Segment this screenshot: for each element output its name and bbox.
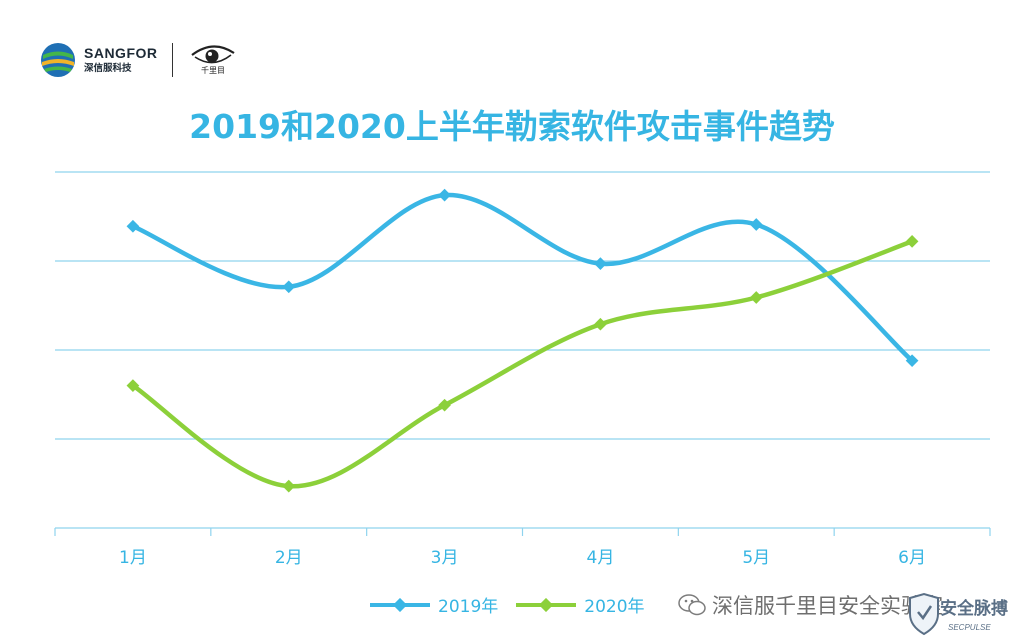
chart-title: 2019和2020上半年勒索软件攻击事件趋势 xyxy=(189,107,835,146)
data-point xyxy=(438,188,451,202)
x-tick-label: 6月 xyxy=(898,548,926,568)
logo-divider xyxy=(171,43,173,77)
eye-logo-icon: 千里目 xyxy=(190,45,235,75)
legend-item-2019: 2019年 xyxy=(370,592,498,617)
watermark-text: 深信服千里目安全实验室 xyxy=(712,594,943,618)
series-line-1 xyxy=(130,239,915,489)
legend-label-2019: 2019年 xyxy=(438,597,499,617)
data-point xyxy=(749,291,763,304)
brand-subtitle: 深信服科技 xyxy=(84,63,132,75)
data-point xyxy=(594,257,607,271)
legend-swatch-2019 xyxy=(370,597,430,612)
legend-item-2020: 2020年 xyxy=(516,592,645,617)
x-tick-label: 3月 xyxy=(431,548,459,568)
legend-label-2020: 2020年 xyxy=(584,597,645,617)
data-point xyxy=(594,317,607,331)
secpulse-name: 安全脉搏 xyxy=(940,598,1008,619)
x-axis xyxy=(54,527,991,536)
x-tick-label: 2月 xyxy=(275,548,303,568)
data-point xyxy=(749,218,763,231)
data-point xyxy=(126,219,140,233)
data-point xyxy=(282,479,296,493)
data-point xyxy=(126,379,140,392)
sangfor-logo-icon xyxy=(41,43,75,77)
data-point xyxy=(282,280,296,294)
watermark: 深信服千里目安全实验室 xyxy=(678,590,943,620)
secpulse-badge: 安全脉搏 SECPULSE xyxy=(909,592,1008,636)
series-line-0 xyxy=(130,192,915,363)
data-point xyxy=(905,235,919,248)
x-tick-label: 5月 xyxy=(742,548,770,568)
eye-logo-text: 千里目 xyxy=(201,65,225,75)
shield-icon xyxy=(909,592,939,636)
series-lines xyxy=(126,188,919,493)
x-tick-label: 1月 xyxy=(119,548,147,568)
brand-name: SANGFOR xyxy=(84,45,158,62)
logo-area: SANGFOR 深信服科技 千里目 xyxy=(40,40,237,80)
legend: 2019年 2020年 xyxy=(370,592,663,617)
x-tick-label: 4月 xyxy=(587,548,615,568)
legend-swatch-2020 xyxy=(516,597,577,612)
x-tick-labels: 1月 2月 3月 4月 5月 6月 xyxy=(119,548,926,568)
grid-lines xyxy=(55,171,990,440)
secpulse-sub: SECPULSE xyxy=(948,623,991,632)
data-point xyxy=(438,398,451,412)
wechat-icon xyxy=(678,594,706,616)
